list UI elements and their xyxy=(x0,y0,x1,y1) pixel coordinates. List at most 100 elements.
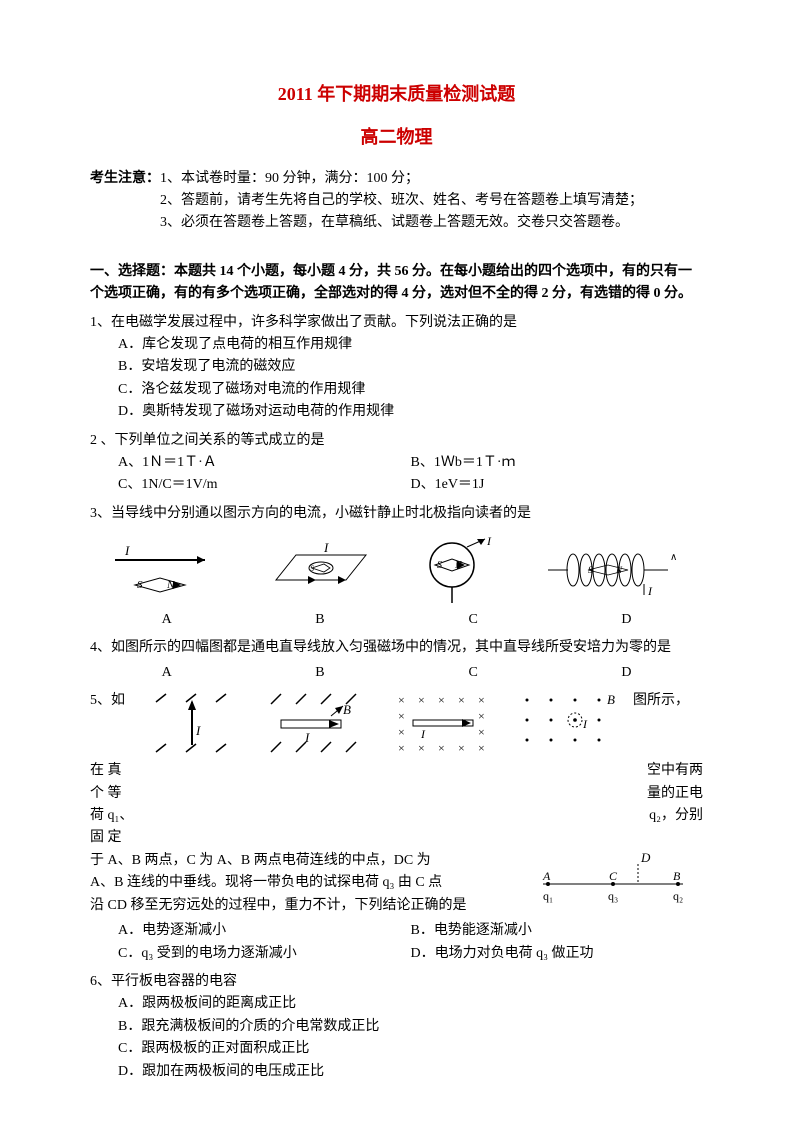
q5-p4: 个 等 xyxy=(90,783,122,805)
svg-text:I: I xyxy=(323,540,329,555)
svg-text:S: S xyxy=(437,560,442,571)
q5-p2: 在 真 xyxy=(90,760,122,782)
q6-opt-c: C．跟两极板的正对面积成正比 xyxy=(90,1038,703,1060)
question-2: 2 、下列单位之间关系的等式成立的是 A、1Ｎ＝1Ｔ·Ａ B、1Ｗb＝1Ｔ·ｍ … xyxy=(90,430,703,497)
q4-fig-a: I xyxy=(144,690,244,760)
q4-label-a: A xyxy=(90,662,243,684)
svg-text:N: N xyxy=(615,565,623,575)
svg-text:I: I xyxy=(486,535,492,548)
svg-text:q₃: q₃ xyxy=(608,889,618,903)
question-6: 6、平行板电容器的电容 A．跟两极板间的距离成正比 B．跟充满极板间的介质的介电… xyxy=(90,971,703,1083)
svg-text:N: N xyxy=(166,579,175,591)
q5-p8: 固 定 xyxy=(90,830,122,845)
q3-fig-a: I S N xyxy=(105,540,225,600)
svg-text:×: × xyxy=(418,741,425,755)
q5-p1: 图所示， xyxy=(633,693,689,708)
notice-line-3: 3、必须在答题卷上答题，在草稿纸、试题卷上答题无效。交卷只交答题卷。 xyxy=(160,212,703,234)
q4-label-d: D xyxy=(550,662,703,684)
svg-text:I: I xyxy=(647,584,653,598)
q6-opt-b: B．跟充满极板间的介质的介电常数成正比 xyxy=(90,1016,703,1038)
svg-text:I: I xyxy=(195,723,201,738)
page-title-1: 2011 年下期期末质量检测试题 xyxy=(90,80,703,109)
q5-line4: 沿 CD 移至无穷远处的过程中，重力不计，下列结论正确的是 xyxy=(90,895,523,917)
q5-p0: 5、如 xyxy=(90,693,125,708)
q1-opt-d: D．奥斯特发现了磁场对运动电荷的作用规律 xyxy=(90,401,703,423)
svg-text:×: × xyxy=(438,693,445,707)
notice-block: 考生注意： 1、本试卷时量：90 分钟，满分：100 分； 2、答题前，请考生先… xyxy=(90,168,703,235)
page-title-2: 高二物理 xyxy=(90,123,703,152)
q4-label-c: C xyxy=(397,662,550,684)
q1-opt-a: A．库仑发现了点电荷的相互作用规律 xyxy=(90,334,703,356)
svg-text:×: × xyxy=(478,693,485,707)
svg-text:B: B xyxy=(673,869,681,883)
q5-opt-a: A．电势逐渐减小 xyxy=(118,920,411,942)
svg-text:I: I xyxy=(124,543,130,558)
q3-label-d: D xyxy=(550,609,703,631)
q6-opt-d: D．跟加在两极板间的电压成正比 xyxy=(90,1061,703,1083)
section-1-heading: 一、选择题：本题共 14 个小题，每小题 4 分，共 56 分。在每小题给出的四… xyxy=(90,261,703,306)
q2-opt-c: C、1N/C＝1V/m xyxy=(118,474,411,496)
q5-line2: 于 A、B 两点，C 为 A、B 两点电荷连线的中点，DC 为 xyxy=(90,850,523,872)
q3-fig-b: I S xyxy=(256,540,376,600)
q5-opt-b: B．电势能逐渐减小 xyxy=(411,920,704,942)
svg-text:×: × xyxy=(398,725,405,739)
q5-diagram: D A C B q₁ q₃ q₂ xyxy=(523,850,703,912)
svg-text:I: I xyxy=(582,717,588,731)
q4-label-b: B xyxy=(243,662,396,684)
q3-label-a: A xyxy=(90,609,243,631)
notice-body: 1、本试卷时量：90 分钟，满分：100 分； 2、答题前，请考生先将自己的学校… xyxy=(160,168,703,235)
svg-text:S: S xyxy=(137,579,143,591)
svg-text:×: × xyxy=(398,693,405,707)
q3-label-b: B xyxy=(243,609,396,631)
svg-text:×: × xyxy=(478,741,485,755)
q5-opt-d: D．电场力对负电荷 q₃ 做正功 xyxy=(411,943,704,965)
q3-label-c: C xyxy=(397,609,550,631)
svg-text:∧: ∧ xyxy=(670,552,677,563)
q5-p7: q₂，分别 xyxy=(649,805,703,827)
notice-label: 考生注意： xyxy=(90,168,160,235)
q4-fig-c: ××××× ×× ×I× ××××× xyxy=(388,690,498,760)
q5-line3: A、B 连线的中垂线。现将一带负电的试探电荷 q₃ 由 C 点 xyxy=(90,872,523,894)
svg-text:S: S xyxy=(588,565,593,575)
q3-stem: 3、当导线中分别通以图示方向的电流，小磁针静止时北极指向读者的是 xyxy=(90,503,703,525)
svg-text:C: C xyxy=(609,869,618,883)
q2-opt-a: A、1Ｎ＝1Ｔ·Ａ xyxy=(118,452,411,474)
svg-text:×: × xyxy=(478,725,485,739)
q3-figure-row: I S N I S I S N xyxy=(90,535,703,605)
q5-p5: 量的正电 xyxy=(647,783,703,805)
svg-text:×: × xyxy=(438,741,445,755)
question-4: 4、如图所示的四幅图都是通电直导线放入匀强磁场中的情况，其中直导线所受安培力为零… xyxy=(90,637,703,684)
question-5: 5、如 I B xyxy=(90,690,703,965)
svg-text:A: A xyxy=(542,869,551,883)
q4-fig-b: B I xyxy=(261,690,371,760)
q6-stem: 6、平行板电容器的电容 xyxy=(90,971,703,993)
q5-opt-c: C．q₃ 受到的电场力逐渐减小 xyxy=(118,943,411,965)
question-1: 1、在电磁学发展过程中，许多科学家做出了贡献。下列说法正确的是 A．库仑发现了点… xyxy=(90,312,703,424)
svg-text:×: × xyxy=(458,693,465,707)
svg-text:q₁: q₁ xyxy=(543,889,553,903)
svg-text:S: S xyxy=(310,564,314,573)
svg-text:I: I xyxy=(304,730,310,745)
q1-opt-c: C．洛仑兹发现了磁场对电流的作用规律 xyxy=(90,379,703,401)
svg-text:B: B xyxy=(607,692,615,707)
q2-opt-b: B、1Ｗb＝1Ｔ·ｍ xyxy=(411,452,704,474)
q1-stem: 1、在电磁学发展过程中，许多科学家做出了贡献。下列说法正确的是 xyxy=(90,312,703,334)
q3-fig-d: I S N ∧ xyxy=(538,540,688,600)
q4-stem: 4、如图所示的四幅图都是通电直导线放入匀强磁场中的情况，其中直导线所受安培力为零… xyxy=(90,637,703,659)
svg-text:×: × xyxy=(418,693,425,707)
q2-opt-d: D、1eV＝1J xyxy=(411,474,704,496)
question-3: 3、当导线中分别通以图示方向的电流，小磁针静止时北极指向读者的是 I S N I… xyxy=(90,503,703,632)
svg-text:D: D xyxy=(640,850,651,865)
notice-line-2: 2、答题前，请考生先将自己的学校、班次、姓名、考号在答题卷上填写清楚； xyxy=(160,190,703,212)
q2-stem: 2 、下列单位之间关系的等式成立的是 xyxy=(90,430,703,452)
svg-text:I: I xyxy=(420,727,426,741)
q5-p3: 空中有两 xyxy=(647,760,703,782)
svg-text:×: × xyxy=(478,709,485,723)
q4-fig-d: B I xyxy=(515,690,625,760)
q6-opt-a: A．跟两极板间的距离成正比 xyxy=(90,993,703,1015)
q5-p6: 荷 q₁、 xyxy=(90,805,133,827)
svg-text:×: × xyxy=(398,709,405,723)
q1-opt-b: B．安培发现了电流的磁效应 xyxy=(90,356,703,378)
svg-text:×: × xyxy=(458,741,465,755)
notice-line-1: 1、本试卷时量：90 分钟，满分：100 分； xyxy=(160,168,703,190)
